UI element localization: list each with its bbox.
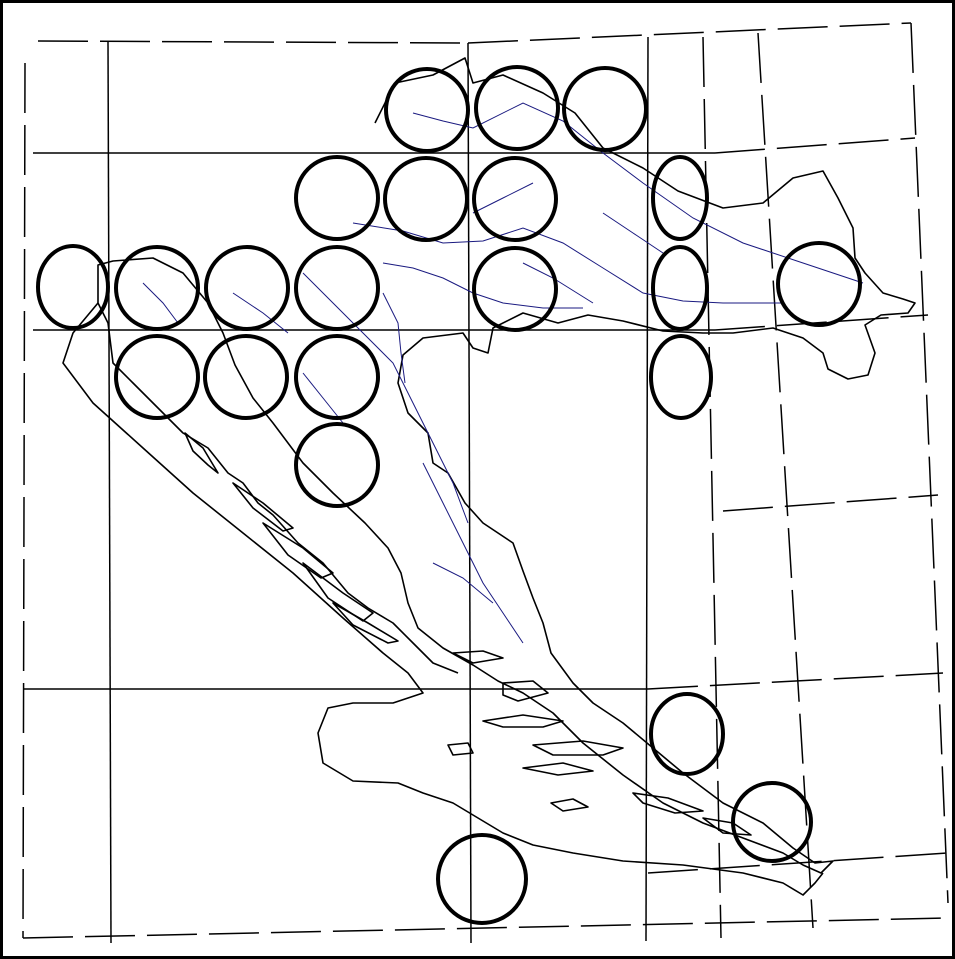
island bbox=[702, 817, 752, 836]
circle-marker bbox=[384, 67, 470, 153]
circle-marker bbox=[651, 245, 709, 331]
grid-line bbox=[467, 22, 912, 44]
grid-line bbox=[107, 40, 112, 944]
grid-line bbox=[645, 36, 649, 942]
circle-marker bbox=[203, 334, 289, 420]
circle-marker bbox=[651, 155, 709, 241]
island bbox=[522, 762, 594, 776]
circle-marker bbox=[204, 245, 290, 331]
river bbox=[142, 282, 179, 324]
circle-marker bbox=[114, 245, 200, 331]
grid-line bbox=[467, 42, 472, 944]
circle-marker bbox=[294, 155, 380, 241]
rivers bbox=[142, 102, 864, 644]
circle-marker bbox=[383, 156, 469, 242]
island bbox=[532, 740, 624, 756]
grid-line bbox=[757, 32, 814, 929]
island bbox=[452, 650, 504, 664]
circle-marker bbox=[472, 156, 558, 242]
island bbox=[302, 562, 374, 622]
circle-marker bbox=[472, 246, 558, 332]
circle-marker bbox=[436, 833, 528, 925]
circle-marker bbox=[731, 781, 813, 863]
river bbox=[232, 292, 289, 334]
grid-line bbox=[722, 494, 939, 512]
island bbox=[447, 742, 474, 756]
grid-line bbox=[714, 314, 929, 331]
circle-marker bbox=[114, 334, 200, 420]
island bbox=[632, 792, 704, 814]
circle-marker bbox=[649, 692, 725, 776]
river bbox=[302, 272, 469, 524]
sea-boundary bbox=[62, 302, 824, 896]
island bbox=[262, 522, 334, 579]
river bbox=[602, 212, 664, 254]
graticule bbox=[22, 22, 949, 944]
grid-line bbox=[910, 22, 949, 904]
grid-line bbox=[647, 672, 944, 690]
coastline bbox=[62, 57, 916, 896]
markers bbox=[36, 65, 862, 925]
grid-line bbox=[22, 62, 26, 939]
circle-marker bbox=[776, 241, 862, 327]
grid-line bbox=[714, 137, 916, 154]
island bbox=[232, 482, 294, 532]
island bbox=[184, 432, 219, 474]
river bbox=[382, 292, 406, 384]
river bbox=[432, 562, 494, 604]
island bbox=[482, 714, 564, 728]
river bbox=[352, 222, 783, 304]
circle-marker bbox=[294, 334, 380, 420]
circle-marker bbox=[36, 244, 110, 330]
river bbox=[522, 262, 594, 304]
circle-marker bbox=[562, 66, 648, 152]
circle-marker bbox=[474, 65, 560, 151]
grid-line bbox=[22, 917, 949, 939]
map-canvas bbox=[22, 22, 949, 944]
grid-line bbox=[37, 40, 469, 44]
river bbox=[422, 462, 524, 644]
island bbox=[550, 798, 589, 812]
grid-line bbox=[702, 36, 722, 939]
river bbox=[302, 372, 344, 424]
circle-marker bbox=[294, 422, 380, 508]
circle-marker bbox=[649, 334, 713, 420]
circle-marker bbox=[294, 245, 380, 331]
grid-line bbox=[647, 852, 949, 874]
island bbox=[502, 680, 549, 702]
island bbox=[332, 602, 399, 644]
country-outline bbox=[97, 57, 916, 874]
river bbox=[472, 182, 534, 214]
